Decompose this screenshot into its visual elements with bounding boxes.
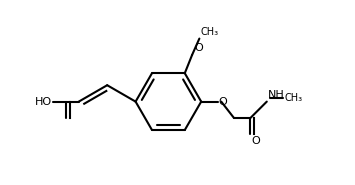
Text: HO: HO <box>35 97 52 107</box>
Text: O: O <box>218 97 227 107</box>
Text: NH: NH <box>268 90 284 100</box>
Text: O: O <box>251 136 260 146</box>
Text: O: O <box>194 43 203 53</box>
Text: CH₃: CH₃ <box>284 93 302 103</box>
Text: CH₃: CH₃ <box>200 27 218 37</box>
